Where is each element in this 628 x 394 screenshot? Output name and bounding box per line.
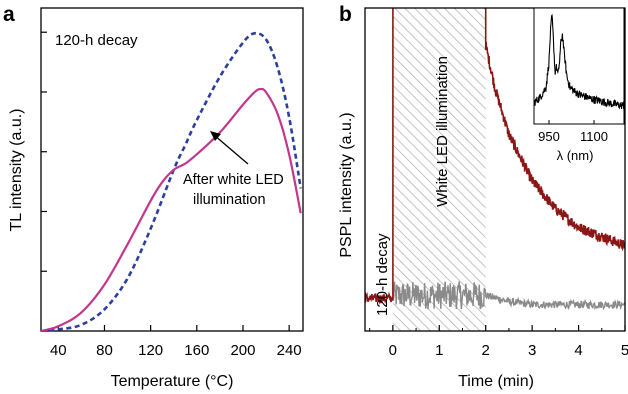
panel-a-series [41,31,302,331]
panel-a-yticks [41,31,47,272]
panel-b-series [365,8,625,311]
annotation-arrow-line [213,134,249,165]
annotation-line-2: illumination [193,192,266,208]
inset-xticks: 950 1100 [538,120,608,144]
panel-b-frame [364,7,626,332]
shaded-label: White LED illumination [434,56,451,207]
illumination-shaded-region [392,8,486,331]
panel-a-xtick-label: 40 [50,342,67,359]
inset-frame [533,7,625,125]
pspl-trace-red [365,8,625,305]
panel-b-xtick-label: 1 [435,342,443,359]
panel-b: b 0 1 2 3 4 5 120-h decay White LED illuminat… [338,3,628,390]
panel-a-letter: a [3,3,15,26]
panel-a-xlabel: Temperature (°C) [111,373,234,390]
panel-b-xtick-label: 0 [389,342,397,359]
inset-xtick-label: 950 [538,129,560,144]
panel-a-title: 120-h decay [55,32,138,49]
tl-curve-solid [41,87,302,331]
inset-spectrum-trace [534,13,624,110]
annotation-line-1: After white LED [183,172,284,188]
inset-spectrum: 950 1100 λ (nm) [533,7,625,163]
inset-xlabel: λ (nm) [557,148,594,163]
panel-b-xtick-label: 3 [528,342,536,359]
tl-curve-dashed [41,31,302,331]
panel-a-xticks: 40 80 120 160 200 240 [50,325,302,359]
inset-series [534,13,624,110]
annotation-arrow-head [210,131,221,141]
panel-b-xtick-label: 2 [482,342,490,359]
inset-xtick-label: 1100 [580,129,608,144]
panel-a-ylabel: TL intensity (a.u.) [8,108,25,231]
panel-b-xlabel: Time (min) [458,373,534,390]
panel-b-letter: b [339,3,352,26]
decay-label: 120-h decay [374,233,391,316]
panel-a-xtick-label: 240 [277,342,302,359]
panel-a-xtick-label: 200 [230,342,255,359]
panel-b-xticks: 0 1 2 3 4 5 [369,325,628,359]
panel-a-xtick-label: 120 [138,342,163,359]
panel-a-xtick-label: 80 [96,342,113,359]
panel-a-xtick-label: 160 [184,342,209,359]
panel-a: a 120-h decay 40 80 120 160 200 240 After whi… [3,3,304,390]
panel-b-xtick-label: 4 [574,342,582,359]
pspl-trace-grey [392,281,625,311]
panel-b-ylabel: PSPL intensity (a.u.) [338,112,355,257]
panel-b-xtick-label: 5 [621,342,628,359]
panel-a-frame [40,7,304,332]
